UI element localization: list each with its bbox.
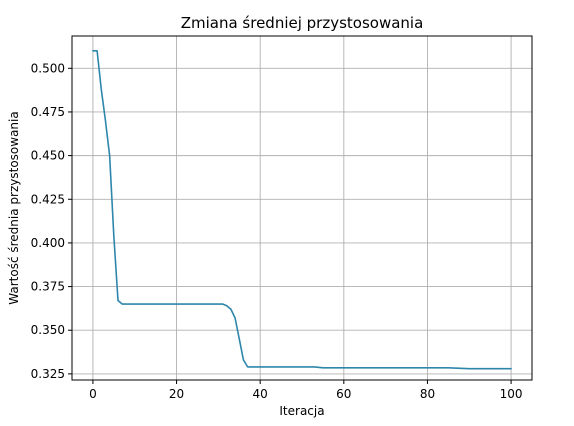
x-tick-label: 40: [253, 387, 268, 401]
x-tick-label: 0: [89, 387, 97, 401]
series-line: [92, 50, 512, 370]
x-tick-label: 100: [500, 387, 523, 401]
x-axis-label: Iteracja: [279, 404, 324, 418]
plot-frame: [71, 35, 533, 381]
series-layer: [92, 50, 512, 370]
y-tick-label: 0.450: [31, 149, 65, 163]
y-tick-label: 0.325: [31, 367, 65, 381]
x-tick-label: 80: [420, 387, 435, 401]
y-tick-label: 0.400: [31, 236, 65, 250]
y-tick-label: 0.350: [31, 323, 65, 337]
x-tick-label: 60: [336, 387, 351, 401]
x-tick-label: 20: [169, 387, 184, 401]
y-tick-label: 0.500: [31, 61, 65, 75]
y-tick-label: 0.425: [31, 192, 65, 206]
axis-ticks: 0 20 40 60 80 100 0.325 0.350 0.375 0.400 0.425 0.4…: [31, 61, 523, 401]
y-axis-label: Wartość średnia przystosowania: [7, 111, 21, 304]
grid: [72, 36, 532, 380]
chart-title: Zmiana średniej przystosowania: [181, 14, 424, 32]
y-tick-label: 0.475: [31, 105, 65, 119]
y-tick-label: 0.375: [31, 280, 65, 294]
